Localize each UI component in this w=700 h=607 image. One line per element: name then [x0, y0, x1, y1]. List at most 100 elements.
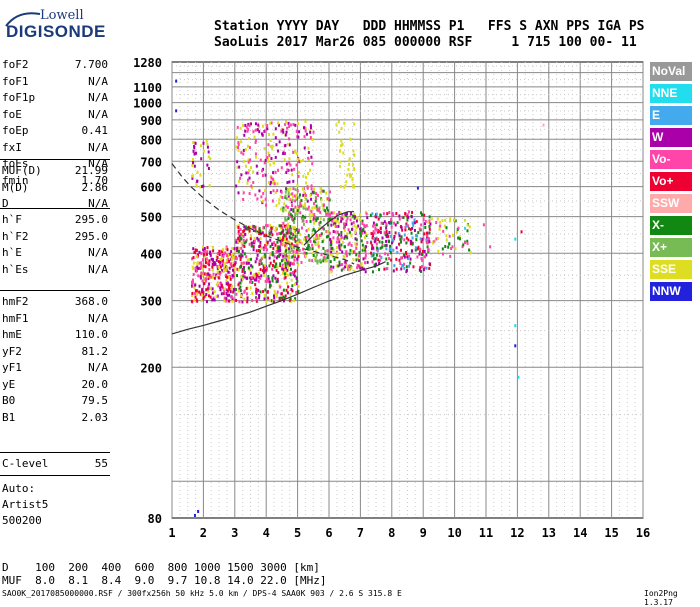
- echo-point: [338, 246, 341, 250]
- echo-point: [286, 181, 289, 185]
- echo-point: [315, 255, 318, 259]
- echo-point: [458, 235, 461, 239]
- echo-point: [200, 290, 203, 294]
- echo-point: [414, 246, 417, 250]
- echo-point: [404, 228, 407, 232]
- echo-point: [293, 246, 296, 250]
- echo-point: [335, 240, 338, 244]
- echo-point: [360, 229, 363, 233]
- echo-point: [256, 171, 259, 175]
- echo-point: [303, 251, 306, 255]
- echo-point: [284, 218, 287, 222]
- echo-point: [246, 258, 249, 262]
- echo-point: [388, 221, 391, 225]
- echo-point: [425, 253, 428, 257]
- echo-point: [418, 227, 421, 231]
- echo-point: [313, 213, 316, 217]
- echo-point: [296, 183, 299, 187]
- echo-point: [282, 221, 285, 225]
- echo-point: [298, 248, 301, 252]
- echo-point: [320, 232, 323, 236]
- echo-point: [240, 294, 243, 298]
- logo-swoosh-icon: [5, 12, 41, 27]
- echo-point: [222, 248, 225, 252]
- echo-point: [325, 191, 328, 195]
- echo-point: [240, 278, 243, 282]
- echo-point: [254, 128, 257, 132]
- echo-point: [223, 252, 226, 256]
- lowell-digisonde-logo: Lowell DIGISONDE: [4, 8, 105, 48]
- echo-point: [286, 261, 289, 265]
- echo-point: [347, 162, 350, 166]
- echo-point: [271, 225, 274, 229]
- echo-point: [316, 261, 319, 265]
- echo-point: [278, 296, 281, 300]
- echo-point: [356, 216, 359, 220]
- echo-point: [313, 237, 316, 241]
- echo-point: [193, 513, 196, 517]
- echo-point: [259, 229, 262, 233]
- echo-point: [296, 209, 299, 213]
- echo-point: [247, 122, 250, 126]
- echo-point: [233, 271, 236, 275]
- x-tick-label: 15: [604, 526, 618, 540]
- echo-point: [319, 258, 322, 262]
- echo-point: [209, 295, 212, 299]
- echo-point: [274, 127, 277, 131]
- echo-point: [297, 170, 300, 174]
- echo-point: [241, 249, 244, 253]
- echo-point: [297, 135, 300, 139]
- parameter-row: MUF(D) 21.99: [2, 164, 108, 180]
- echo-point: [339, 211, 342, 215]
- echo-point: [328, 217, 331, 221]
- echo-point: [295, 282, 298, 286]
- echo-point: [285, 272, 288, 276]
- echo-point: [450, 247, 453, 251]
- echo-point: [457, 236, 460, 240]
- echo-point: [407, 227, 410, 231]
- echo-point: [223, 289, 226, 293]
- echo-point: [282, 238, 285, 242]
- echo-point: [285, 266, 288, 270]
- echo-point: [288, 157, 291, 161]
- echo-point: [294, 233, 297, 237]
- echo-point: [292, 219, 295, 223]
- echo-point: [291, 217, 294, 221]
- echo-point: [343, 245, 346, 249]
- echo-point: [237, 283, 240, 287]
- echo-point: [312, 227, 315, 231]
- echo-point: [200, 157, 203, 161]
- echo-point: [373, 263, 376, 267]
- echo-point: [258, 262, 261, 266]
- echo-point: [205, 293, 208, 297]
- echo-point: [204, 265, 207, 269]
- echo-point: [255, 164, 258, 168]
- echo-point: [340, 139, 343, 143]
- echo-point: [411, 210, 414, 214]
- echo-point: [370, 254, 373, 258]
- echo-point: [431, 241, 434, 245]
- parameter-value: 295.0: [74, 229, 108, 243]
- legend-label: SSE: [652, 262, 677, 276]
- echo-point: [191, 257, 194, 261]
- echo-point: [401, 215, 404, 219]
- echo-point: [246, 227, 249, 231]
- echo-point: [398, 242, 401, 246]
- echo-point: [340, 144, 343, 148]
- echo-point: [514, 324, 517, 328]
- echo-point: [373, 231, 376, 235]
- echo-point: [438, 227, 441, 231]
- echo-point: [311, 162, 314, 166]
- echo-point: [376, 228, 379, 232]
- echo-point: [294, 269, 297, 273]
- echo-point: [279, 207, 282, 211]
- echo-point: [350, 213, 353, 217]
- echo-point: [346, 216, 349, 220]
- echo-point: [279, 242, 282, 246]
- echo-point: [263, 293, 266, 297]
- echo-point: [379, 226, 382, 230]
- echo-point: [211, 291, 214, 295]
- echo-point: [239, 258, 242, 262]
- echo-point: [333, 211, 336, 215]
- echo-point: [269, 121, 272, 125]
